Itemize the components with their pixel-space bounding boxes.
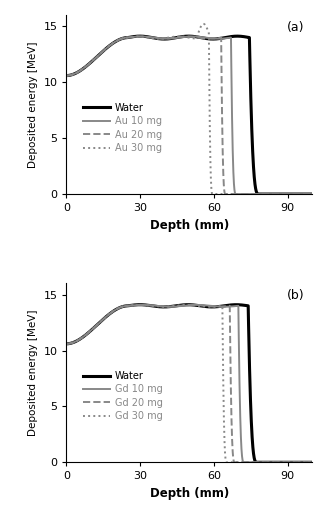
Au 10 mg: [64, 73, 68, 79]
Gd 10 mg: [305, 459, 309, 465]
Water: [279, 459, 283, 465]
Gd 20 mg: [233, 459, 237, 465]
Water: [279, 191, 283, 197]
Water: [107, 311, 111, 318]
Water: [255, 459, 259, 465]
Text: (b): (b): [287, 289, 305, 302]
Water: [159, 304, 163, 310]
Line: Gd 20 mg: Gd 20 mg: [66, 305, 312, 462]
Water: [305, 459, 309, 465]
Gd 10 mg: [242, 459, 246, 465]
Gd 20 mg: [169, 303, 173, 309]
Au 10 mg: [107, 43, 111, 49]
Water: [187, 33, 191, 39]
Au 10 mg: [310, 191, 314, 197]
Gd 10 mg: [92, 324, 96, 330]
Gd 30 mg: [92, 324, 96, 330]
Au 20 mg: [107, 43, 111, 49]
Text: (a): (a): [287, 21, 305, 34]
Line: Water: Water: [66, 305, 312, 462]
Gd 10 mg: [107, 311, 111, 318]
Water: [305, 191, 309, 197]
Line: Au 10 mg: Au 10 mg: [66, 37, 312, 194]
Line: Gd 30 mg: Gd 30 mg: [66, 305, 312, 462]
Au 30 mg: [210, 191, 214, 197]
Gd 30 mg: [310, 459, 314, 465]
Au 20 mg: [184, 34, 188, 40]
Y-axis label: Deposited energy [MeV]: Deposited energy [MeV]: [28, 309, 38, 436]
Gd 10 mg: [195, 302, 199, 308]
Au 20 mg: [305, 191, 309, 197]
Gd 30 mg: [279, 459, 283, 465]
Au 20 mg: [310, 191, 314, 197]
Water: [138, 302, 142, 308]
Line: Gd 10 mg: Gd 10 mg: [66, 305, 312, 462]
Gd 20 mg: [64, 341, 68, 347]
Gd 30 mg: [138, 302, 142, 308]
Au 10 mg: [169, 36, 173, 42]
Au 30 mg: [305, 191, 309, 197]
Au 20 mg: [92, 56, 96, 62]
Gd 20 mg: [310, 459, 314, 465]
Water: [92, 324, 96, 330]
Water: [169, 303, 173, 309]
Gd 30 mg: [107, 311, 111, 318]
Gd 20 mg: [138, 302, 142, 308]
X-axis label: Depth (mm): Depth (mm): [150, 218, 229, 232]
Gd 20 mg: [92, 324, 96, 330]
Water: [92, 56, 96, 62]
Y-axis label: Deposited energy [MeV]: Deposited energy [MeV]: [28, 41, 38, 168]
Au 10 mg: [190, 34, 194, 40]
Au 30 mg: [92, 56, 96, 62]
Gd 30 mg: [169, 303, 173, 309]
Au 30 mg: [169, 34, 173, 40]
Water: [107, 43, 111, 49]
Water: [169, 36, 173, 42]
Water: [310, 191, 314, 197]
Water: [64, 341, 68, 347]
Au 10 mg: [92, 56, 96, 62]
Water: [257, 191, 261, 197]
Au 20 mg: [279, 191, 283, 197]
Gd 10 mg: [310, 459, 314, 465]
Line: Au 20 mg: Au 20 mg: [66, 37, 312, 194]
Au 10 mg: [279, 191, 283, 197]
Au 30 mg: [202, 21, 206, 27]
Au 30 mg: [310, 191, 314, 197]
Au 20 mg: [159, 36, 163, 42]
Gd 30 mg: [64, 341, 68, 347]
Gd 20 mg: [279, 459, 283, 465]
Au 30 mg: [64, 73, 68, 79]
Gd 10 mg: [169, 304, 173, 310]
Au 10 mg: [234, 191, 238, 197]
Water: [159, 36, 163, 42]
Gd 20 mg: [107, 311, 111, 318]
Gd 30 mg: [305, 459, 309, 465]
Gd 30 mg: [159, 304, 163, 310]
Gd 30 mg: [225, 459, 229, 465]
Gd 10 mg: [159, 303, 163, 309]
Legend: Water, Gd 10 mg, Gd 20 mg, Gd 30 mg: Water, Gd 10 mg, Gd 20 mg, Gd 30 mg: [79, 367, 166, 425]
Au 30 mg: [279, 191, 283, 197]
Au 30 mg: [159, 36, 163, 42]
Gd 20 mg: [305, 459, 309, 465]
X-axis label: Depth (mm): Depth (mm): [150, 487, 229, 500]
Line: Au 30 mg: Au 30 mg: [66, 24, 312, 194]
Au 20 mg: [223, 191, 227, 197]
Gd 10 mg: [64, 341, 68, 347]
Water: [310, 459, 314, 465]
Line: Water: Water: [66, 36, 312, 194]
Au 20 mg: [64, 73, 68, 79]
Gd 10 mg: [279, 459, 283, 465]
Au 30 mg: [107, 43, 111, 49]
Gd 20 mg: [159, 303, 163, 309]
Au 10 mg: [305, 191, 309, 197]
Water: [64, 73, 68, 79]
Au 10 mg: [159, 36, 163, 42]
Legend: Water, Au 10 mg, Au 20 mg, Au 30 mg: Water, Au 10 mg, Au 20 mg, Au 30 mg: [79, 99, 166, 157]
Au 20 mg: [169, 35, 173, 41]
